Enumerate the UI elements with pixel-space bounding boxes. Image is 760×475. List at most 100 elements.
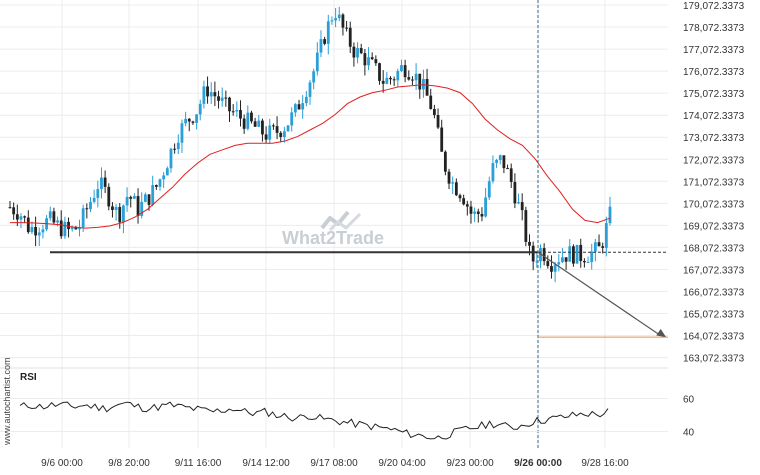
candle-body bbox=[279, 132, 283, 137]
price-tick-label: 175,072.3373 bbox=[683, 89, 745, 100]
candle-body bbox=[524, 210, 528, 242]
candle-body bbox=[330, 20, 334, 22]
price-tick-label: 170,072.3373 bbox=[683, 199, 745, 210]
candle-body bbox=[564, 257, 568, 262]
candles bbox=[8, 6, 612, 283]
candle-body bbox=[425, 79, 429, 96]
candle-body bbox=[74, 226, 78, 230]
candle-body bbox=[286, 125, 290, 132]
candle-body bbox=[593, 242, 597, 252]
time-tick-label: 9/14 12:00 bbox=[242, 458, 290, 469]
candle-body bbox=[337, 14, 341, 19]
candle-body bbox=[568, 246, 572, 262]
candle-body bbox=[378, 63, 381, 81]
candle-body bbox=[462, 198, 466, 205]
candle-body bbox=[367, 57, 370, 66]
candle-body bbox=[458, 195, 462, 199]
candle-body bbox=[107, 186, 111, 207]
candle-body bbox=[601, 246, 605, 248]
candle-body bbox=[553, 264, 557, 272]
candle-body bbox=[272, 125, 275, 127]
time-tick-label: 9/23 00:00 bbox=[446, 458, 494, 469]
candle-body bbox=[484, 197, 488, 217]
candle-body bbox=[129, 196, 133, 199]
candle-body bbox=[432, 108, 436, 116]
candle-body bbox=[352, 46, 356, 58]
candle-body bbox=[118, 207, 122, 223]
candle-body bbox=[418, 73, 422, 90]
candle-body bbox=[575, 244, 579, 264]
candle-body bbox=[334, 18, 338, 21]
candle-body bbox=[111, 206, 114, 210]
candle-body bbox=[78, 227, 81, 230]
price-tick-label: 176,072.3373 bbox=[683, 67, 745, 78]
candle-body bbox=[308, 82, 312, 97]
candle-body bbox=[132, 196, 136, 199]
candle-body bbox=[539, 248, 542, 262]
candle-body bbox=[12, 207, 16, 215]
price-tick-label: 171,072.3373 bbox=[683, 177, 745, 188]
candle-body bbox=[253, 121, 257, 127]
candle-body bbox=[604, 223, 608, 248]
candle-body bbox=[59, 220, 63, 237]
candle-body bbox=[81, 208, 85, 228]
candle-body bbox=[37, 232, 41, 236]
candle-body bbox=[381, 80, 385, 84]
candle-body bbox=[506, 168, 509, 170]
candle-body bbox=[268, 125, 272, 140]
candle-body bbox=[326, 21, 330, 44]
candle-body bbox=[30, 226, 34, 233]
candle-body bbox=[608, 206, 612, 224]
candle-body bbox=[63, 221, 67, 237]
price-tick-label: 168,072.3373 bbox=[683, 243, 745, 254]
candle-body bbox=[597, 242, 601, 247]
time-axis: 9/6 00:00 9/8 20:00 9/11 16:00 9/14 12:00 9/… bbox=[41, 458, 629, 469]
candle-body bbox=[180, 123, 184, 143]
price-tick-label: 165,072.3373 bbox=[683, 310, 745, 321]
candle-body bbox=[143, 194, 147, 202]
time-tick-label: 9/17 08:00 bbox=[310, 458, 358, 469]
candle-body bbox=[23, 216, 27, 218]
candle-body bbox=[403, 65, 407, 78]
candle-body bbox=[374, 59, 378, 64]
time-tick-label: 9/20 04:00 bbox=[378, 458, 426, 469]
candle-body bbox=[480, 213, 484, 217]
candle-body bbox=[356, 48, 359, 58]
price-tick-label: 177,072.3373 bbox=[683, 45, 745, 56]
price-tick-label: 178,072.3373 bbox=[683, 23, 745, 34]
candle-body bbox=[231, 111, 235, 113]
candle-body bbox=[590, 251, 594, 263]
candle-body bbox=[407, 77, 411, 80]
candle-body bbox=[422, 79, 425, 90]
price-tick-label: 167,072.3373 bbox=[683, 265, 745, 276]
candle-body bbox=[582, 260, 586, 263]
candle-body bbox=[348, 27, 352, 47]
candle-body bbox=[293, 104, 297, 113]
candle-body bbox=[385, 77, 389, 84]
candle-body bbox=[509, 168, 513, 182]
candle-body bbox=[48, 211, 52, 219]
candle-body bbox=[411, 79, 414, 81]
candle-body bbox=[319, 39, 323, 53]
candle-body bbox=[447, 171, 451, 184]
candle-body bbox=[304, 96, 308, 104]
candle-body bbox=[162, 175, 166, 180]
candle-body bbox=[546, 261, 550, 267]
watermark-logo bbox=[320, 210, 362, 232]
candle-body bbox=[213, 92, 217, 97]
candle-body bbox=[89, 201, 92, 210]
candle-body bbox=[257, 120, 261, 127]
candle-body bbox=[517, 202, 520, 204]
candle-body bbox=[389, 77, 392, 80]
time-tick-label: 9/11 16:00 bbox=[175, 458, 222, 469]
candle-body bbox=[8, 207, 12, 209]
candle-body bbox=[414, 73, 418, 81]
candle-body bbox=[275, 126, 279, 133]
candle-body bbox=[195, 114, 198, 123]
candle-body bbox=[41, 229, 45, 233]
candle-body bbox=[114, 207, 118, 210]
candle-body bbox=[469, 206, 473, 214]
candle-body bbox=[224, 97, 228, 99]
candle-body bbox=[228, 97, 231, 112]
